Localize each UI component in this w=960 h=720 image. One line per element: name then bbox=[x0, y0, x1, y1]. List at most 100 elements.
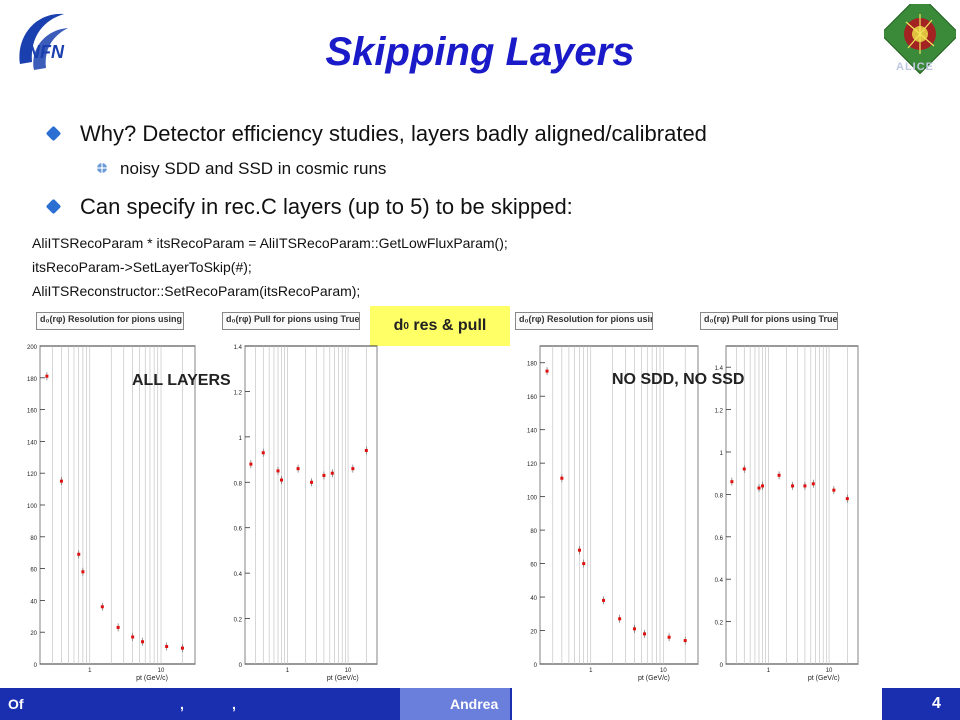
plot-frame bbox=[39, 345, 196, 665]
y-tick-label: 20 bbox=[530, 630, 537, 636]
data-point bbox=[280, 478, 284, 482]
bullet-line-1: Why? Detector efficiency studies, layers… bbox=[80, 121, 707, 146]
x-tick-label: 10 bbox=[158, 668, 165, 674]
y-tick-label: 180 bbox=[27, 377, 38, 383]
alice-logo: ALICE bbox=[884, 4, 956, 74]
y-tick-label: 0.6 bbox=[234, 527, 243, 533]
y-tick-label: 60 bbox=[530, 563, 537, 569]
svg-text:INFN: INFN bbox=[22, 42, 65, 62]
data-point bbox=[757, 486, 761, 490]
data-point bbox=[296, 467, 300, 471]
x-tick-label: 1 bbox=[589, 668, 593, 674]
y-tick-label: 1 bbox=[720, 451, 724, 457]
bullet-icon bbox=[45, 125, 62, 142]
y-tick-label: 0.4 bbox=[234, 572, 243, 578]
data-point bbox=[45, 374, 49, 378]
footer-divider bbox=[400, 688, 510, 720]
data-point bbox=[310, 480, 314, 484]
data-point bbox=[791, 484, 795, 488]
all-layers-label: ALL LAYERS bbox=[132, 372, 231, 389]
y-tick-label: 0 bbox=[534, 663, 538, 669]
data-point bbox=[761, 484, 765, 488]
y-tick-label: 1.4 bbox=[234, 345, 243, 351]
data-point bbox=[730, 480, 734, 484]
data-point bbox=[180, 646, 184, 650]
data-point bbox=[276, 469, 280, 473]
data-point bbox=[777, 473, 781, 477]
x-tick-label: 1 bbox=[286, 668, 290, 674]
data-point bbox=[165, 645, 169, 649]
data-point bbox=[141, 640, 145, 644]
y-tick-label: 60 bbox=[30, 568, 37, 574]
y-tick-label: 80 bbox=[30, 536, 37, 542]
data-point bbox=[582, 562, 586, 566]
y-tick-label: 180 bbox=[527, 362, 538, 368]
y-tick-label: 0.8 bbox=[234, 481, 243, 487]
y-tick-label: 0.4 bbox=[715, 578, 724, 584]
label-rest: res & pull bbox=[408, 317, 487, 334]
bullet-line-3: Can specify in rec.C layers (up to 5) to… bbox=[80, 194, 573, 219]
y-tick-label: 120 bbox=[27, 472, 38, 478]
data-point bbox=[811, 482, 815, 486]
x-tick-label: 1 bbox=[767, 668, 771, 674]
y-tick-label: 100 bbox=[527, 496, 538, 502]
data-point bbox=[683, 639, 687, 643]
x-tick-label: 1 bbox=[88, 668, 92, 674]
y-tick-label: 0.8 bbox=[715, 493, 724, 499]
page-number: 4 bbox=[932, 695, 941, 712]
y-tick-label: 0.6 bbox=[715, 536, 724, 542]
bullet-icon bbox=[45, 198, 62, 215]
data-point bbox=[667, 635, 671, 639]
y-tick-label: 80 bbox=[530, 529, 537, 535]
footer-separator: , bbox=[180, 696, 184, 712]
data-point bbox=[742, 467, 746, 471]
data-point bbox=[77, 552, 81, 556]
x-tick-label: 10 bbox=[826, 668, 833, 674]
panel-title: d₀(rφ) Pull for pions using True Vertex bbox=[222, 312, 360, 330]
data-point bbox=[322, 473, 326, 477]
y-tick-label: 140 bbox=[527, 429, 538, 435]
data-point bbox=[351, 467, 355, 471]
data-point bbox=[803, 484, 807, 488]
bullet-line-2: noisy SDD and SSD in cosmic runs bbox=[120, 159, 387, 178]
label-d: d bbox=[393, 317, 404, 334]
data-point bbox=[545, 369, 549, 373]
data-point bbox=[81, 570, 85, 574]
panel-title: d₀(rφ) Resolution for pions using True V… bbox=[515, 312, 653, 330]
y-tick-label: 1 bbox=[239, 436, 243, 442]
x-axis-label: pt (GeV/c) bbox=[808, 675, 840, 682]
data-point bbox=[643, 632, 647, 636]
data-point bbox=[364, 448, 368, 452]
data-point bbox=[330, 471, 334, 475]
footer-left: Of bbox=[8, 696, 24, 712]
y-tick-label: 1.4 bbox=[715, 366, 724, 372]
data-point bbox=[578, 548, 582, 552]
y-tick-label: 160 bbox=[527, 395, 538, 401]
y-tick-label: 0.2 bbox=[234, 618, 243, 624]
panel-title: d₀(rφ) Pull for pions using True Vertex bbox=[700, 312, 838, 330]
right-plot-background bbox=[512, 688, 882, 720]
y-tick-label: 0.2 bbox=[715, 621, 724, 627]
y-tick-label: 0 bbox=[720, 663, 724, 669]
y-tick-label: 0 bbox=[34, 663, 38, 669]
footer-separator: , bbox=[232, 696, 236, 712]
infn-logo: INFN bbox=[19, 13, 68, 70]
x-axis-label: pt (GeV/c) bbox=[136, 675, 168, 682]
slide-title: Skipping Layers bbox=[325, 30, 635, 74]
x-tick-label: 10 bbox=[660, 668, 667, 674]
y-tick-label: 140 bbox=[27, 440, 38, 446]
x-axis-label: pt (GeV/c) bbox=[327, 675, 359, 682]
data-point bbox=[100, 605, 104, 609]
sub-bullet-icon bbox=[96, 161, 108, 173]
data-point bbox=[845, 497, 849, 501]
data-point bbox=[602, 598, 606, 602]
x-axis-label: pt (GeV/c) bbox=[638, 675, 670, 682]
data-point bbox=[832, 488, 836, 492]
y-tick-label: 120 bbox=[527, 462, 538, 468]
y-tick-label: 100 bbox=[27, 504, 38, 510]
data-point bbox=[59, 479, 63, 483]
code-line-2: itsRecoParam->SetLayerToSkip(#); bbox=[32, 259, 252, 275]
data-point bbox=[560, 476, 564, 480]
x-tick-label: 10 bbox=[345, 668, 352, 674]
